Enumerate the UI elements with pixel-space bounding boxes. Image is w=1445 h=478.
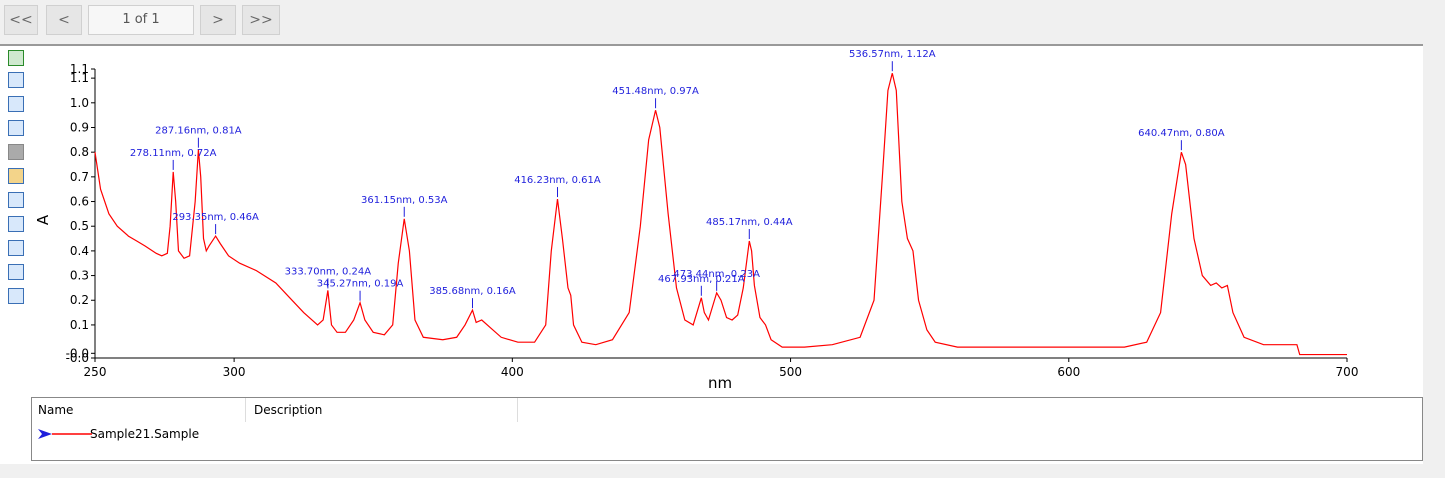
peak-label: 485.17nm, 0.44A	[706, 217, 793, 228]
y-tick-label: 0.8	[70, 145, 89, 159]
y-tick-label: 0.5	[70, 219, 89, 233]
peak-label: 333.70nm, 0.24A	[285, 266, 372, 277]
tool-icons	[0, 46, 28, 462]
y-tick-label: 0.9	[70, 120, 89, 134]
page-indicator: 1 of 1	[88, 5, 194, 35]
peak-label: 385.68nm, 0.16A	[429, 286, 516, 297]
x-tick-label: 300	[223, 365, 246, 379]
tool-icon[interactable]	[8, 72, 24, 88]
last-button[interactable]: >>	[242, 5, 280, 35]
legend-table: Name Description Sample21.Sample	[31, 397, 1423, 461]
peak-label: 293.35nm, 0.46A	[172, 212, 259, 223]
y-tick-label: 0.7	[70, 170, 89, 184]
tool-icon[interactable]	[8, 192, 24, 208]
previous-button[interactable]: <	[46, 5, 82, 35]
peak-label: 536.57nm, 1.12A	[849, 49, 936, 60]
y-axis-label: A	[34, 214, 52, 225]
x-tick-label: 700	[1336, 365, 1359, 379]
column-header[interactable]: Name	[32, 398, 246, 422]
x-tick-label: 250	[84, 365, 107, 379]
y-tick-label: 0.1	[70, 318, 89, 332]
peak-label: 451.48nm, 0.97A	[612, 86, 699, 97]
legend-swatch	[38, 429, 92, 439]
peak-label: 287.16nm, 0.81A	[155, 126, 242, 137]
tool-icon[interactable]	[8, 144, 24, 160]
pager-bar: << < 1 of 1 > >>	[0, 0, 1445, 42]
tool-icon[interactable]	[8, 240, 24, 256]
legend-arrow	[38, 429, 52, 439]
peak-label: 345.27nm, 0.19A	[317, 279, 404, 290]
peak-label: 278.11nm, 0.72A	[130, 148, 217, 159]
peak-label: 640.47nm, 0.80A	[1138, 128, 1225, 139]
y-tick-label: -0.0	[66, 351, 89, 365]
x-tick-label: 500	[779, 365, 802, 379]
tool-icon[interactable]	[8, 216, 24, 232]
next-button[interactable]: >	[200, 5, 236, 35]
first-button[interactable]: <<	[4, 5, 38, 35]
peak-label: 361.15nm, 0.53A	[361, 195, 448, 206]
x-axis-label: nm	[708, 374, 732, 392]
y-tick-label: 0.4	[70, 244, 89, 258]
chart-panel	[0, 44, 1423, 464]
tool-icon[interactable]	[8, 120, 24, 136]
peak-label: 473.44nm, 0.23A	[673, 269, 760, 280]
tool-icon[interactable]	[8, 168, 24, 184]
tool-icon[interactable]	[8, 288, 24, 304]
x-tick-label: 400	[501, 365, 524, 379]
y-tick-label: 1.1	[70, 62, 89, 76]
tool-icon[interactable]	[8, 264, 24, 280]
y-tick-label: 0.6	[70, 195, 89, 209]
column-header[interactable]: Description	[248, 398, 518, 422]
y-tick-label: 0.3	[70, 269, 89, 283]
y-tick-label: 0.2	[70, 293, 89, 307]
tool-icon[interactable]	[8, 96, 24, 112]
y-tick-label: 1.1	[70, 71, 89, 85]
x-tick-label: 600	[1057, 365, 1080, 379]
y-tick-label: 1.0	[70, 96, 89, 110]
tool-icon[interactable]	[8, 50, 24, 66]
peak-label: 416.23nm, 0.61A	[514, 175, 601, 186]
y-tick-label: -0.0	[66, 346, 89, 360]
spectrum-line	[94, 73, 1347, 356]
peak-label: 467.93nm, 0.21A	[658, 274, 745, 285]
legend-entry: Sample21.Sample	[90, 427, 200, 441]
chart: nm A -0.0-0.0 0.1 0.2 0.3 0.4 0.5 0.6 0.7 0.8 0.9…	[34, 49, 1359, 392]
